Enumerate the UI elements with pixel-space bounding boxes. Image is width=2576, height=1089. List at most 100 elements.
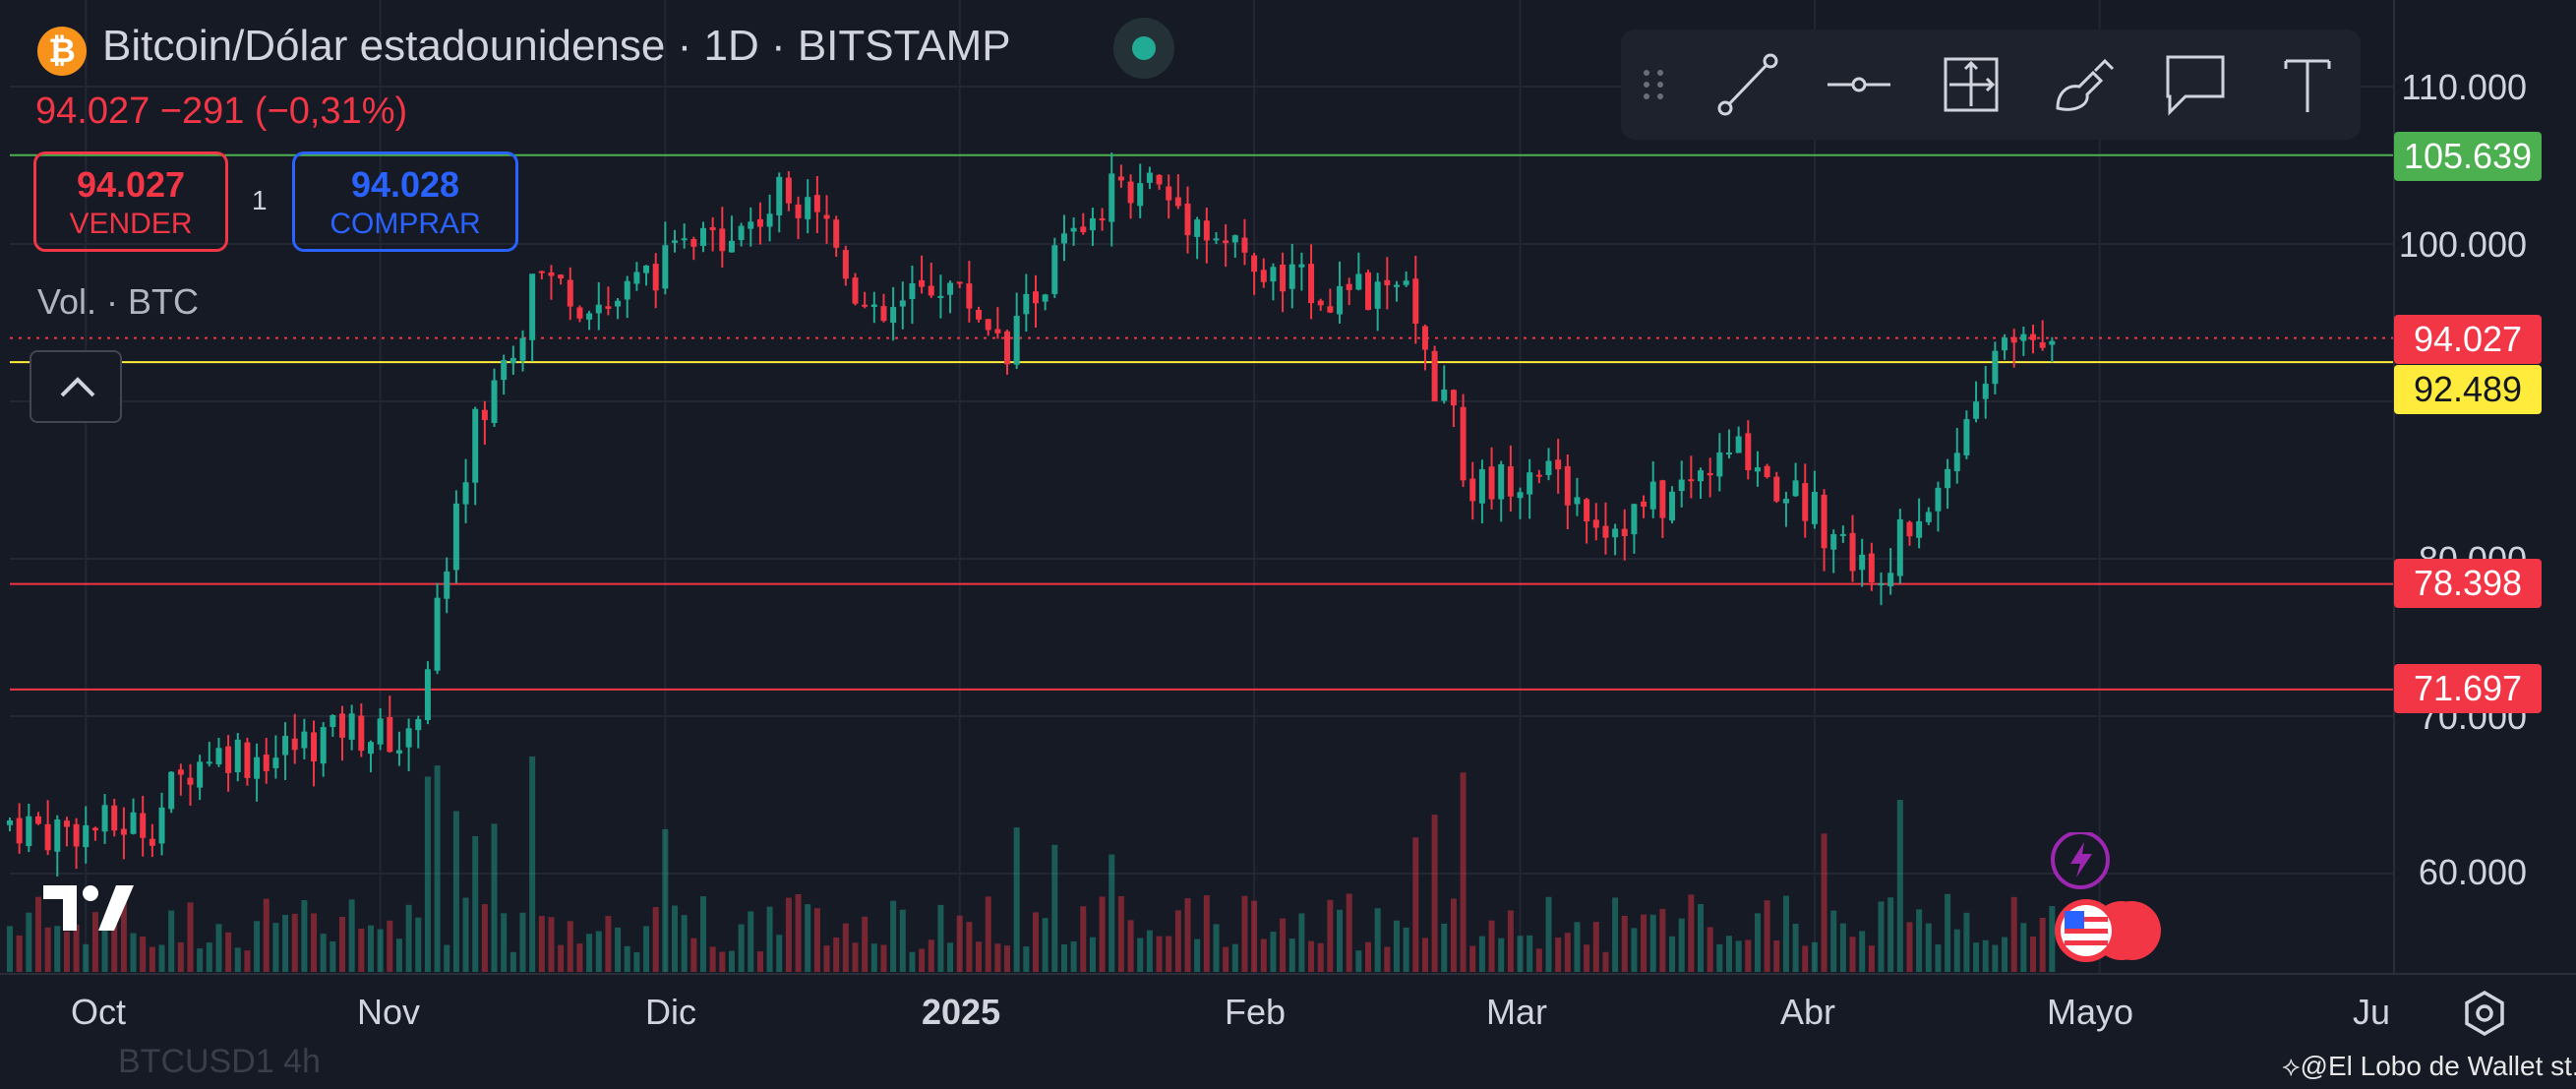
- sell-price: 94.027: [76, 164, 186, 205]
- candle-body: [1992, 350, 1999, 385]
- candle-body: [1754, 467, 1761, 472]
- volume-bar: [1896, 800, 1903, 972]
- volume-bar: [994, 943, 1001, 972]
- candle-body: [947, 282, 954, 295]
- candle-body: [1023, 293, 1030, 315]
- volume-bar: [1337, 909, 1344, 972]
- volume-bar: [1327, 899, 1334, 972]
- volume-bar: [1317, 942, 1324, 972]
- level-label[interactable]: 92.489: [2394, 365, 2542, 414]
- volume-bar: [197, 948, 204, 972]
- volume-bar: [1374, 908, 1381, 972]
- candle-body: [1574, 497, 1581, 505]
- volume-bar: [862, 916, 869, 972]
- candle-body: [83, 824, 90, 848]
- candle-body: [728, 240, 735, 253]
- trend-line-icon[interactable]: [1711, 49, 1782, 120]
- volume-bar: [1792, 924, 1799, 972]
- candle-body: [140, 813, 147, 838]
- volume-bar: [1821, 833, 1827, 972]
- volume-bar: [852, 942, 859, 972]
- candle-body: [2010, 336, 2017, 343]
- volume-bar: [976, 941, 983, 972]
- candle-body: [481, 409, 488, 421]
- volume-bar: [1203, 895, 1210, 972]
- volume-bar: [586, 934, 593, 972]
- volume-bar: [795, 893, 802, 972]
- candle-body: [1166, 186, 1172, 201]
- candle-body: [1260, 270, 1267, 282]
- candle-body: [976, 310, 983, 320]
- callout-icon[interactable]: [2160, 49, 2231, 120]
- us-flag-icon: [2055, 899, 2161, 962]
- volume-bar: [966, 922, 973, 972]
- drag-handle-icon[interactable]: [1629, 49, 1678, 120]
- level-label[interactable]: 105.639: [2394, 132, 2542, 181]
- volume-bar: [2049, 906, 2056, 972]
- candle-body: [187, 777, 194, 785]
- candle-body: [748, 221, 754, 229]
- candle-body: [1146, 172, 1153, 183]
- candle-body: [424, 669, 431, 721]
- candle-body: [2002, 337, 2008, 351]
- level-label[interactable]: 71.697: [2394, 664, 2542, 713]
- candle-body: [662, 245, 669, 289]
- volume-bar: [1260, 938, 1267, 972]
- candle-body: [548, 272, 555, 276]
- candle-body: [756, 218, 763, 227]
- volume-bar: [140, 936, 147, 972]
- text-icon[interactable]: [2272, 49, 2343, 120]
- settings-icon[interactable]: [2461, 990, 2508, 1042]
- candle-body: [26, 816, 32, 847]
- candle-body: [1735, 436, 1742, 454]
- volume-bar: [880, 944, 887, 972]
- sell-button[interactable]: 94.027 VENDER: [33, 151, 228, 252]
- buy-button[interactable]: 94.028 COMPRAR: [292, 151, 518, 252]
- candle-body: [1564, 465, 1571, 506]
- price-change: 94.027 −291 (−0,31%): [35, 91, 408, 132]
- volume-bar: [434, 765, 441, 972]
- candle-body: [567, 279, 573, 307]
- volume-indicator-label[interactable]: Vol. · BTC: [37, 281, 200, 322]
- market-status-icon[interactable]: [1113, 18, 1174, 79]
- candle-body: [643, 265, 650, 273]
- candle-body: [263, 755, 270, 771]
- volume-bar: [1270, 932, 1277, 972]
- volume-bar: [1992, 944, 1999, 972]
- brush-icon[interactable]: [2048, 49, 2119, 120]
- volume-bar: [387, 920, 393, 972]
- candle-body: [1745, 433, 1752, 470]
- volume-bar: [501, 913, 508, 972]
- volume-bar: [509, 951, 516, 972]
- candle-body: [709, 227, 716, 230]
- candle-body: [101, 805, 108, 832]
- candle-body: [1241, 237, 1248, 253]
- candle-body: [1478, 469, 1485, 504]
- volume-bar: [1564, 933, 1571, 972]
- events-markers[interactable]: [2051, 830, 2169, 975]
- price-tick: 100.000: [2398, 224, 2527, 265]
- time-tick: Ju: [2353, 992, 2391, 1032]
- volume-bar: [1649, 914, 1656, 972]
- candle-body: [1412, 278, 1419, 325]
- volume-bar: [405, 904, 412, 972]
- volume-bar: [73, 924, 80, 972]
- volume-bar: [1527, 935, 1533, 972]
- candle-body: [1878, 582, 1885, 585]
- measure-icon[interactable]: [1936, 49, 2007, 120]
- volume-bar: [776, 935, 783, 972]
- level-label[interactable]: 78.398: [2394, 559, 2542, 608]
- candle-body: [501, 360, 508, 381]
- candle-body: [158, 807, 165, 844]
- volume-bar: [785, 897, 792, 972]
- candle-body: [672, 240, 679, 243]
- candle-body: [699, 227, 706, 247]
- buy-label: COMPRAR: [329, 208, 481, 240]
- collapse-button[interactable]: [30, 350, 122, 423]
- volume-bar: [1925, 923, 1932, 972]
- horizontal-ray-icon[interactable]: [1824, 49, 1894, 120]
- candle-body: [1346, 283, 1352, 290]
- volume-bar: [813, 908, 820, 972]
- chart-title[interactable]: Bitcoin/Dólar estadounidense · 1D · BITS…: [102, 22, 1011, 70]
